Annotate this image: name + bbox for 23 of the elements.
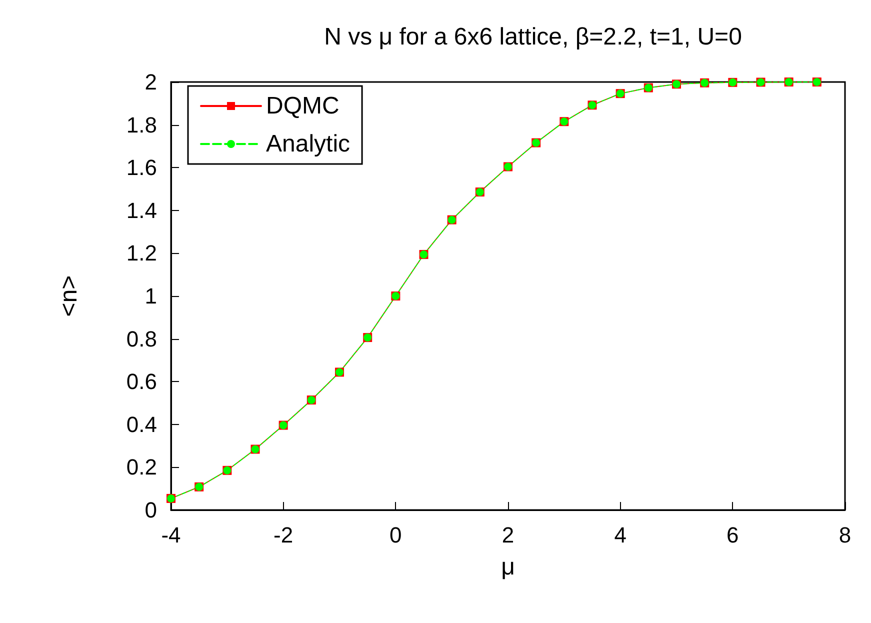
y-tick-label: 1.4 bbox=[126, 198, 157, 223]
y-tick-label: 1 bbox=[144, 284, 157, 308]
y-tick-label: 1.2 bbox=[126, 240, 157, 266]
x-tick-label: 8 bbox=[838, 522, 852, 548]
legend-label: DQMC bbox=[266, 92, 340, 120]
x-tick-label: 6 bbox=[726, 522, 739, 548]
y-tick-label: 1.8 bbox=[126, 112, 157, 138]
x-tick-label: 4 bbox=[614, 522, 626, 548]
y-tick-label: 2 bbox=[144, 70, 157, 94]
x-tick-label: -2 bbox=[274, 522, 294, 548]
x-tick-label: 0 bbox=[390, 522, 402, 548]
x-tick-label: 2 bbox=[502, 522, 514, 548]
y-tick-label: 1.6 bbox=[126, 155, 157, 180]
y-tick-label: 0.6 bbox=[126, 369, 157, 394]
y-tick-label: 0.4 bbox=[126, 412, 157, 437]
x-axis-title: μ bbox=[501, 554, 515, 580]
chart-title: N vs μ for a 6x6 lattice, β=2.2, t=1, U=0 bbox=[324, 24, 742, 50]
y-tick-label: 0.2 bbox=[126, 454, 157, 480]
y-tick-label: 0 bbox=[144, 498, 157, 522]
y-axis-title: <n> bbox=[56, 275, 82, 317]
y-tick-label: 0.8 bbox=[126, 326, 157, 352]
x-tick-label: -4 bbox=[161, 522, 181, 548]
legend-label: Analytic bbox=[266, 130, 350, 158]
